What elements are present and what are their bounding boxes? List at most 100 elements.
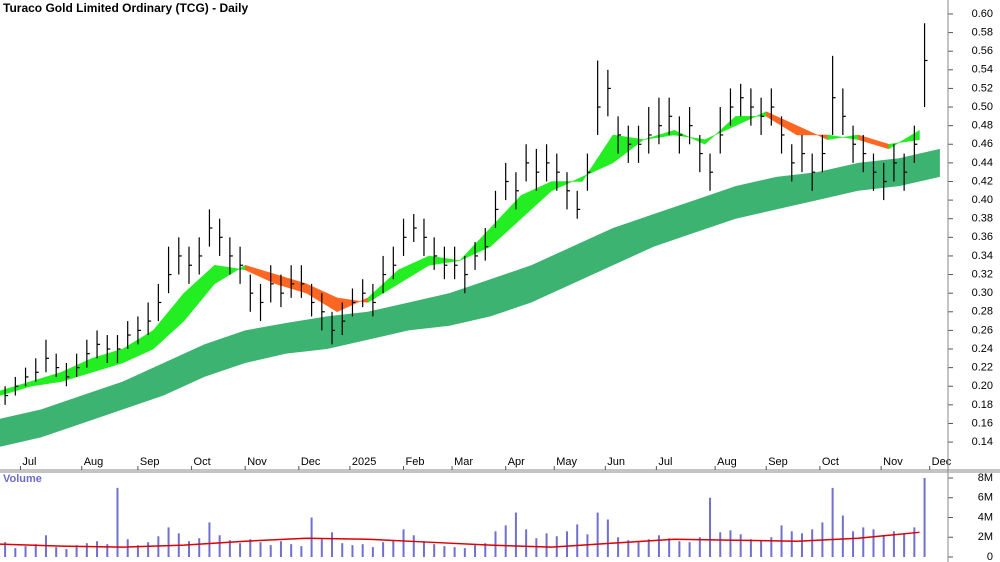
x-tick-label: Jul <box>22 456 36 468</box>
volume-bar <box>749 539 752 557</box>
chart-title: Turaco Gold Limited Ordinary (TCG) - Dai… <box>3 1 248 15</box>
y-tick-label: 0.32 <box>972 268 993 280</box>
long-term-band <box>0 148 940 447</box>
y-tick-label: 0.36 <box>972 231 993 243</box>
volume-bar <box>371 547 374 557</box>
volume-bar <box>790 531 793 557</box>
x-tick-label: Nov <box>883 456 903 468</box>
volume-bar <box>126 539 129 557</box>
volume-bar <box>188 541 190 557</box>
volume-bar <box>382 542 385 557</box>
volume-bar <box>259 542 262 557</box>
y-tick-label: 0.46 <box>972 138 993 150</box>
volume-bar <box>463 548 466 557</box>
volume-bar <box>249 539 252 557</box>
y-tick-label: 0.50 <box>972 101 993 113</box>
volume-bar <box>269 545 272 557</box>
volume-bar <box>678 541 681 557</box>
volume-bar <box>331 532 334 557</box>
volume-bar <box>402 529 405 557</box>
volume-bar <box>208 522 211 557</box>
y-tick-label: 0.26 <box>972 324 993 336</box>
volume-bar <box>96 541 99 557</box>
y-tick-label: 0.54 <box>972 64 993 76</box>
volume-bar <box>831 487 834 557</box>
volume-bar <box>75 545 78 557</box>
volume-title: Volume <box>3 473 42 485</box>
volume-bar <box>412 535 415 557</box>
y-tick-label: 0.52 <box>972 82 993 94</box>
volume-bar <box>913 527 916 557</box>
volume-bar <box>657 535 660 557</box>
volume-bar <box>770 537 773 557</box>
volume-bar <box>709 497 712 557</box>
y-tick-label: 2M <box>978 531 993 543</box>
volume-bar <box>698 537 701 557</box>
volume-bar <box>514 512 517 557</box>
volume-bar <box>892 531 895 557</box>
volume-bar <box>290 544 293 557</box>
y-tick-label: 0.20 <box>972 380 993 392</box>
volume-bar <box>668 538 671 557</box>
y-tick-label: 0.44 <box>972 157 993 169</box>
y-tick-label: 8M <box>978 472 993 484</box>
volume-bar <box>852 531 855 557</box>
y-tick-label: 0.42 <box>972 175 993 187</box>
y-tick-label: 0 <box>987 551 993 562</box>
x-tick-label: 2025 <box>352 456 376 468</box>
volume-bar <box>361 544 364 557</box>
y-tick-label: 0.34 <box>972 250 993 262</box>
x-tick-label: Feb <box>406 456 425 468</box>
volume-bar <box>433 544 436 557</box>
volume-bar <box>55 547 58 557</box>
volume-bar <box>198 538 201 557</box>
volume-bar <box>136 545 139 557</box>
volume-bar <box>65 549 68 557</box>
volume-bar <box>85 543 88 557</box>
volume-bar <box>545 533 548 557</box>
y-tick-label: 6M <box>978 492 993 504</box>
volume-bar <box>167 527 170 557</box>
y-tick-label: 0.38 <box>972 213 993 225</box>
volume-bar <box>637 542 640 557</box>
volume-bar <box>811 529 814 557</box>
volume-bar <box>218 535 221 557</box>
volume-bar <box>760 540 763 557</box>
volume-bar <box>923 478 926 557</box>
y-tick-label: 0.60 <box>972 8 993 20</box>
volume-bar <box>300 546 303 557</box>
volume-bar <box>647 539 650 557</box>
y-tick-label: 0.30 <box>972 287 993 299</box>
x-tick-label: May <box>556 456 577 468</box>
volume-bar <box>872 529 875 557</box>
volume-bar <box>903 533 906 557</box>
volume-bar <box>320 539 323 557</box>
volume-bar <box>106 544 109 557</box>
volume-bar <box>392 540 395 557</box>
volume-bar <box>596 512 599 557</box>
x-tick-label: Apr <box>508 456 525 468</box>
volume-bar <box>474 545 477 557</box>
volume-bar <box>147 542 150 557</box>
volume-bar <box>586 534 589 557</box>
volume-bar <box>729 530 732 557</box>
y-tick-label: 0.22 <box>972 362 993 374</box>
volume-bar <box>453 547 456 557</box>
volume-bar <box>310 517 313 557</box>
volume-bar <box>606 519 609 557</box>
volume-bar <box>443 546 446 557</box>
volume-bar <box>239 543 242 557</box>
x-tick-label: Jul <box>658 456 672 468</box>
volume-bar <box>841 515 844 557</box>
volume-bar <box>351 545 354 557</box>
x-tick-label: Sep <box>768 456 788 468</box>
volume-bar <box>719 532 722 557</box>
volume-average <box>0 531 920 548</box>
y-tick-label: 0.56 <box>972 45 993 57</box>
y-tick-label: 4M <box>978 511 993 523</box>
volume-bar <box>627 540 630 557</box>
volume-bar <box>14 548 17 557</box>
volume-bar <box>617 537 620 557</box>
x-tick-label: Jun <box>607 456 625 468</box>
volume-bar <box>116 487 119 557</box>
